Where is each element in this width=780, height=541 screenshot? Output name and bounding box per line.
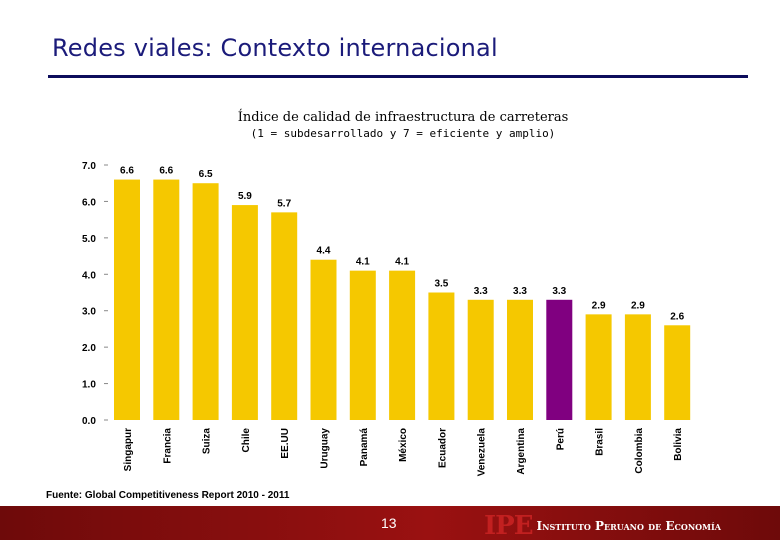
logo-name: Instituto Peruano de Economía [536,519,721,533]
category-label: Chile [241,428,252,453]
category-label: Argentina [516,428,527,475]
category-label: México [398,428,409,462]
bar [271,212,298,420]
bar-value-label: 5.7 [277,198,291,209]
bar-value-label: 2.6 [670,311,684,322]
y-axis: 0.0 1.0 2.0 3.0 4.0 5.0 6.0 7.0 [82,161,108,427]
bar [507,299,533,420]
bar-value-label: 2.9 [592,300,606,311]
bar-value-label: 6.6 [120,166,134,177]
category-label: Venezuela [477,428,488,477]
bar [664,325,691,420]
category-label: Colombia [634,428,645,474]
category-label: Francia [162,428,173,464]
bar [231,205,258,420]
bars-group: 6.6 Singapur 6.6 Francia 6.5 Suiza 5.9 Chile 5.7… [114,166,691,477]
bar [310,259,337,420]
y-tick-label: 7.0 [82,161,96,172]
bar-value-label: 2.9 [631,300,645,311]
bar-value-label: 4.4 [317,246,331,257]
category-label: Singapur [123,428,134,471]
category-label: Panamá [359,428,370,467]
bar-value-label: 3.3 [513,286,527,297]
category-label: Suiza [202,428,213,455]
chart-title: Índice de calidad de infraestructura de … [238,109,569,125]
bar-value-label: 4.1 [356,257,370,268]
y-tick-label: 4.0 [82,270,96,281]
bar-value-label: 3.5 [434,279,448,290]
bar [428,292,455,420]
category-label: Uruguay [320,428,331,469]
y-tick-label: 2.0 [82,343,96,354]
category-label: Ecuador [437,428,448,468]
bar [349,270,376,420]
chart-subtitle: (1 = subdesarrollado y 7 = eficiente y a… [251,127,556,140]
y-tick-label: 1.0 [82,380,96,391]
bar [153,179,180,420]
slide-title: Redes viales: Contexto internacional [52,34,498,62]
y-tick-label: 0.0 [82,416,96,427]
bar-value-label: 6.6 [159,166,173,177]
category-label: Perú [555,428,566,450]
bar-value-label: 4.1 [395,257,409,268]
y-tick-label: 3.0 [82,307,96,318]
bar-value-label: 3.3 [474,286,488,297]
bar-value-label: 6.5 [199,169,213,180]
ipe-logo: IPE Instituto Peruano de Economía [484,511,721,541]
footer-bar [0,506,780,540]
bar [114,179,140,420]
category-label: Bolivia [673,428,684,461]
title-divider [48,75,748,78]
bar-value-label: 5.9 [238,191,252,202]
bar-chart: Índice de calidad de infraestructura de … [82,109,691,477]
bar [546,299,573,420]
y-tick-label: 6.0 [82,197,96,208]
bar [467,299,494,420]
page-number: 13 [381,515,397,531]
y-tick-label: 5.0 [82,234,96,245]
bar [624,314,651,420]
category-label: EE.UU [280,428,291,459]
category-label: Brasil [595,428,606,456]
logo-abbreviation: IPE [484,511,534,541]
bar [192,183,219,420]
bar [389,270,416,420]
source-note: Fuente: Global Competitiveness Report 20… [46,490,290,501]
bar [585,314,612,420]
bar-value-label: 3.3 [552,286,566,297]
